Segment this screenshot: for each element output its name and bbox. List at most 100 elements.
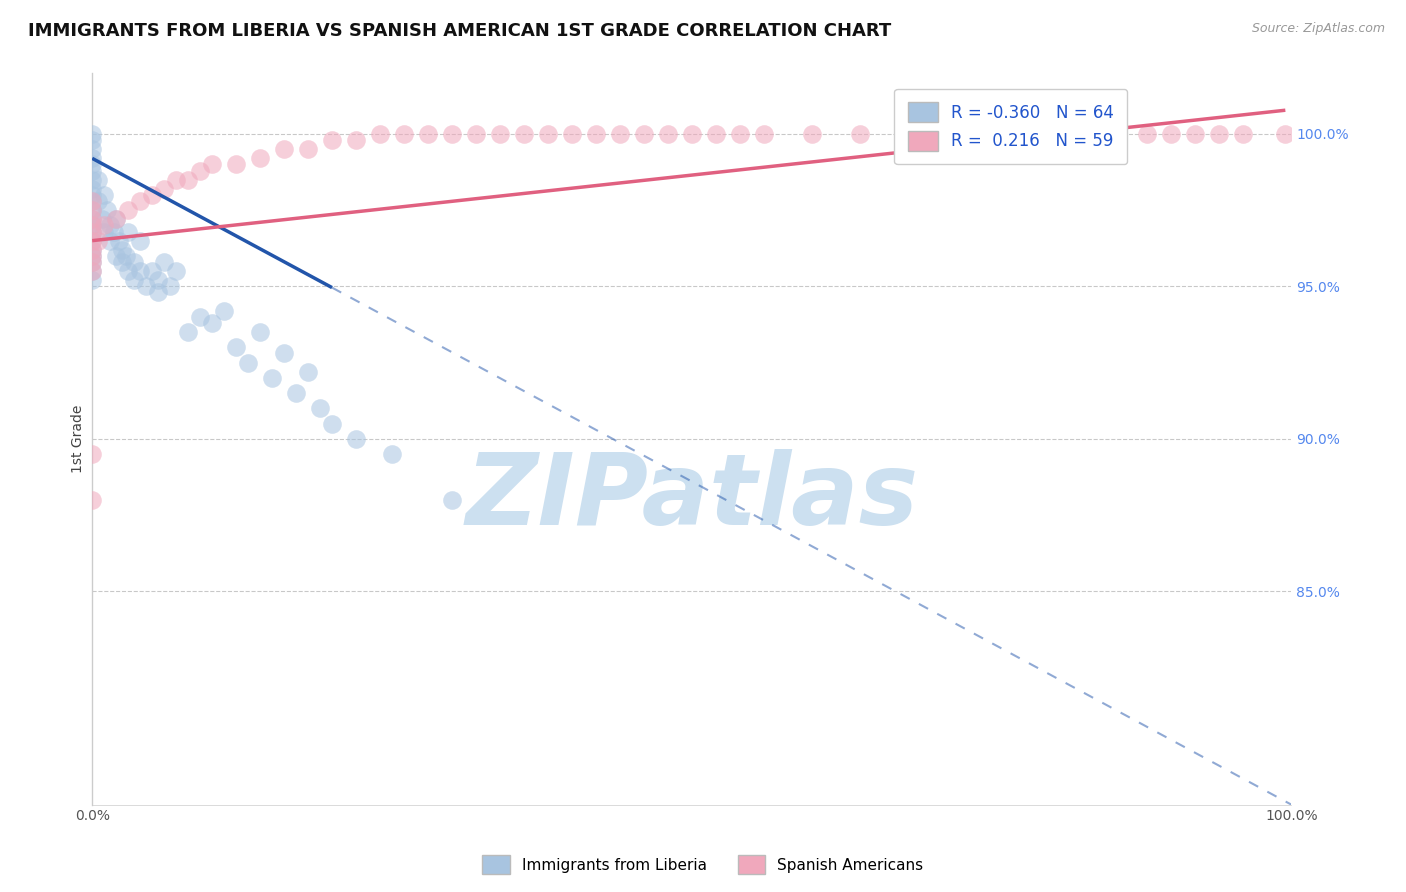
Point — [513, 127, 536, 141]
Point — [93, 219, 115, 233]
Point — [82, 127, 104, 141]
Point — [146, 273, 169, 287]
Point — [93, 225, 115, 239]
Point — [392, 127, 415, 141]
Point — [159, 279, 181, 293]
Point — [704, 127, 727, 141]
Point — [165, 172, 187, 186]
Point — [82, 203, 104, 218]
Legend: Immigrants from Liberia, Spanish Americans: Immigrants from Liberia, Spanish America… — [477, 849, 929, 880]
Legend: R = -0.360   N = 64, R =  0.216   N = 59: R = -0.360 N = 64, R = 0.216 N = 59 — [894, 88, 1128, 164]
Point — [321, 133, 343, 147]
Point — [105, 212, 128, 227]
Point — [897, 127, 920, 141]
Point — [225, 157, 247, 171]
Point — [96, 203, 118, 218]
Point — [1040, 127, 1063, 141]
Point — [103, 225, 125, 239]
Point — [129, 194, 152, 208]
Point — [82, 225, 104, 239]
Point — [1160, 127, 1182, 141]
Point — [188, 310, 211, 324]
Point — [111, 243, 134, 257]
Point — [129, 234, 152, 248]
Point — [82, 157, 104, 171]
Point — [609, 127, 631, 141]
Point — [297, 365, 319, 379]
Point — [321, 417, 343, 431]
Point — [165, 264, 187, 278]
Point — [537, 127, 560, 141]
Point — [82, 249, 104, 263]
Point — [273, 346, 295, 360]
Text: Source: ZipAtlas.com: Source: ZipAtlas.com — [1251, 22, 1385, 36]
Point — [249, 325, 271, 339]
Point — [98, 234, 121, 248]
Point — [177, 325, 200, 339]
Point — [82, 203, 104, 218]
Point — [82, 225, 104, 239]
Text: ZIPatlas: ZIPatlas — [465, 449, 918, 546]
Point — [82, 447, 104, 461]
Point — [464, 127, 486, 141]
Point — [82, 255, 104, 269]
Point — [82, 188, 104, 202]
Point — [135, 279, 157, 293]
Point — [82, 273, 104, 287]
Point — [153, 182, 176, 196]
Point — [87, 234, 110, 248]
Point — [440, 492, 463, 507]
Point — [945, 127, 967, 141]
Point — [82, 234, 104, 248]
Point — [82, 492, 104, 507]
Point — [105, 212, 128, 227]
Point — [249, 152, 271, 166]
Point — [141, 264, 163, 278]
Point — [82, 212, 104, 227]
Point — [82, 194, 104, 208]
Point — [82, 219, 104, 233]
Point — [1274, 127, 1296, 141]
Point — [82, 172, 104, 186]
Point — [368, 127, 391, 141]
Point — [146, 285, 169, 300]
Point — [82, 234, 104, 248]
Point — [657, 127, 679, 141]
Point — [117, 203, 139, 218]
Point — [848, 127, 870, 141]
Point — [1208, 127, 1230, 141]
Point — [273, 142, 295, 156]
Point — [87, 194, 110, 208]
Point — [585, 127, 607, 141]
Point — [98, 219, 121, 233]
Point — [122, 273, 145, 287]
Point — [344, 432, 367, 446]
Text: IMMIGRANTS FROM LIBERIA VS SPANISH AMERICAN 1ST GRADE CORRELATION CHART: IMMIGRANTS FROM LIBERIA VS SPANISH AMERI… — [28, 22, 891, 40]
Point — [82, 133, 104, 147]
Point — [82, 194, 104, 208]
Point — [141, 188, 163, 202]
Point — [90, 212, 112, 227]
Point — [82, 264, 104, 278]
Point — [381, 447, 404, 461]
Point — [633, 127, 655, 141]
Point — [111, 255, 134, 269]
Point — [105, 249, 128, 263]
Point — [82, 243, 104, 257]
Point — [129, 264, 152, 278]
Point — [82, 264, 104, 278]
Point — [225, 340, 247, 354]
Point — [201, 157, 224, 171]
Point — [416, 127, 439, 141]
Point — [1136, 127, 1159, 141]
Point — [285, 386, 308, 401]
Point — [728, 127, 751, 141]
Point — [82, 243, 104, 257]
Point — [309, 401, 332, 416]
Point — [212, 303, 235, 318]
Point — [201, 316, 224, 330]
Point — [114, 249, 136, 263]
Point — [82, 142, 104, 156]
Point — [561, 127, 583, 141]
Point — [993, 127, 1015, 141]
